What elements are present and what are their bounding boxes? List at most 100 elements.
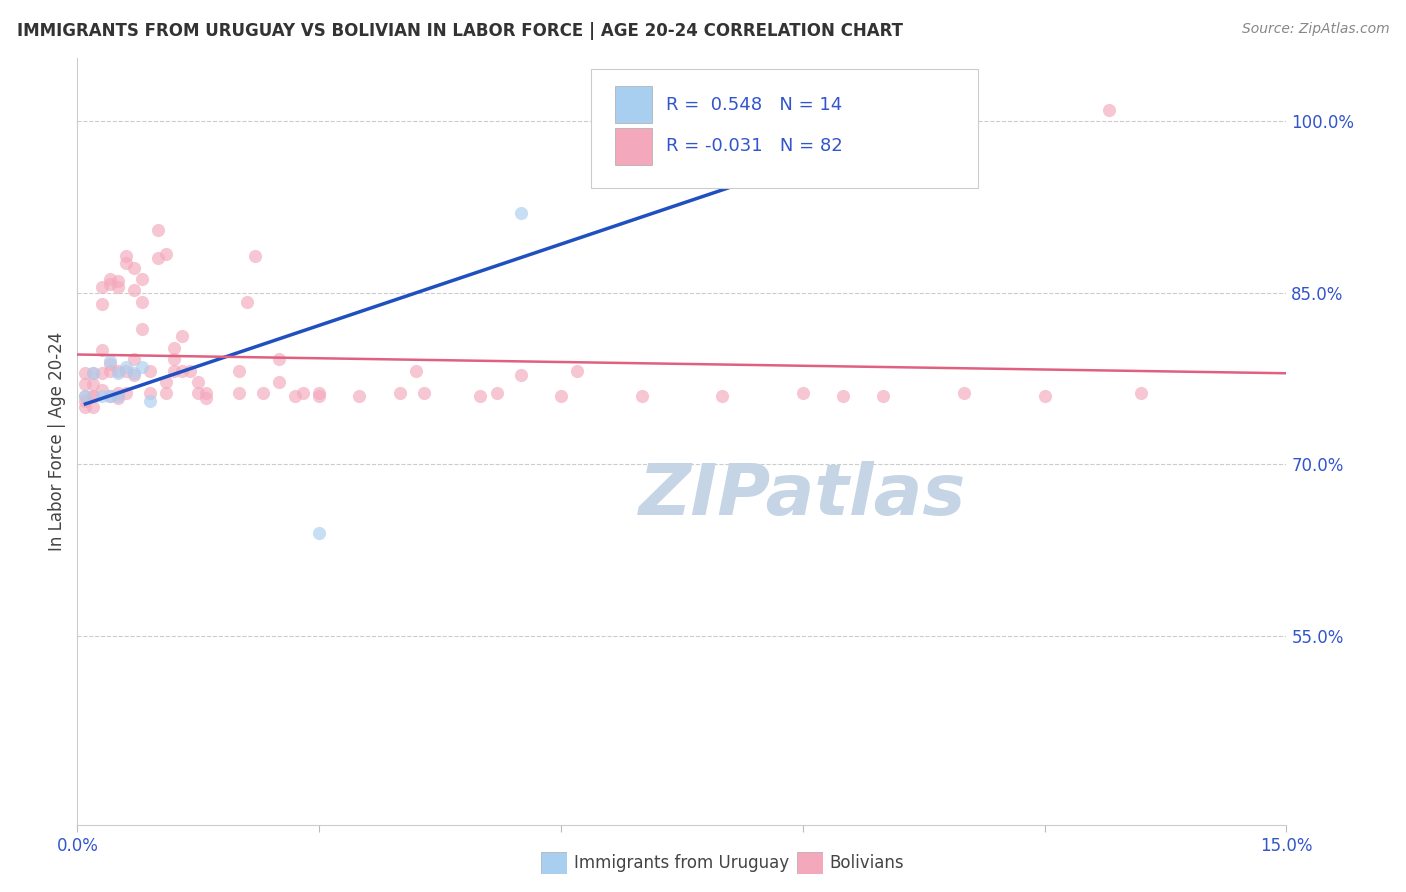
Point xyxy=(146,223,169,237)
Point xyxy=(228,363,250,377)
Point xyxy=(114,386,136,401)
Point xyxy=(98,354,121,368)
Point xyxy=(565,363,588,377)
Point xyxy=(139,386,162,401)
Point xyxy=(235,294,257,309)
Point xyxy=(75,366,97,380)
Point xyxy=(107,280,129,294)
Point xyxy=(114,363,136,377)
Point xyxy=(163,352,186,367)
Point xyxy=(98,357,121,371)
Point xyxy=(228,386,250,401)
Point xyxy=(155,386,177,401)
Point xyxy=(1098,103,1121,117)
Point xyxy=(82,377,104,392)
Point xyxy=(187,375,209,389)
Point xyxy=(509,205,531,219)
Point xyxy=(163,363,186,377)
Point xyxy=(131,322,153,336)
Point xyxy=(146,252,169,266)
Point xyxy=(75,377,97,392)
Point xyxy=(267,352,290,367)
Point xyxy=(470,389,492,403)
Point xyxy=(114,360,136,375)
Point xyxy=(308,386,330,401)
Point xyxy=(413,386,436,401)
Point xyxy=(107,363,129,377)
Point xyxy=(75,394,97,409)
Point xyxy=(252,386,274,401)
Point xyxy=(107,274,129,288)
Point xyxy=(388,386,411,401)
Text: Source: ZipAtlas.com: Source: ZipAtlas.com xyxy=(1241,22,1389,37)
FancyBboxPatch shape xyxy=(616,87,652,123)
Point xyxy=(630,389,652,403)
Point xyxy=(122,352,145,367)
Point xyxy=(98,389,121,403)
Text: R =  0.548   N = 14: R = 0.548 N = 14 xyxy=(666,95,842,114)
FancyBboxPatch shape xyxy=(616,128,652,165)
Point xyxy=(1033,389,1056,403)
Point xyxy=(122,366,145,380)
Point xyxy=(75,389,97,403)
Point xyxy=(90,297,112,311)
Text: Immigrants from Uruguay: Immigrants from Uruguay xyxy=(574,854,789,872)
Point xyxy=(122,368,145,383)
Point xyxy=(243,249,266,263)
Point xyxy=(872,389,894,403)
Point xyxy=(98,272,121,286)
Point xyxy=(832,108,855,122)
Text: Bolivians: Bolivians xyxy=(830,854,904,872)
Point xyxy=(179,363,201,377)
Point xyxy=(107,391,129,405)
Point xyxy=(90,366,112,380)
Point xyxy=(75,389,97,403)
Text: ZIPatlas: ZIPatlas xyxy=(640,461,966,530)
Point xyxy=(107,389,129,403)
Point xyxy=(195,386,218,401)
Point xyxy=(82,366,104,380)
Point xyxy=(107,386,129,401)
Point xyxy=(107,366,129,380)
Point xyxy=(349,389,371,403)
Point xyxy=(308,389,330,403)
Point xyxy=(792,386,814,401)
Point xyxy=(195,391,218,405)
Point xyxy=(1130,386,1153,401)
FancyBboxPatch shape xyxy=(592,70,979,188)
Point xyxy=(122,260,145,275)
Point xyxy=(155,246,177,260)
Point xyxy=(90,280,112,294)
Point xyxy=(90,383,112,397)
Point xyxy=(308,526,330,541)
Point xyxy=(187,386,209,401)
Point xyxy=(292,386,315,401)
Point xyxy=(114,256,136,270)
Point xyxy=(172,363,194,377)
Point xyxy=(405,363,427,377)
Point xyxy=(155,375,177,389)
Point xyxy=(82,366,104,380)
Point xyxy=(284,389,307,403)
Point xyxy=(131,272,153,286)
Point xyxy=(114,249,136,263)
Point xyxy=(122,284,145,298)
Point xyxy=(82,400,104,414)
Point xyxy=(139,363,162,377)
Point xyxy=(163,341,186,355)
Point xyxy=(90,343,112,357)
Point xyxy=(131,294,153,309)
Point xyxy=(139,394,162,409)
Text: IMMIGRANTS FROM URUGUAY VS BOLIVIAN IN LABOR FORCE | AGE 20-24 CORRELATION CHART: IMMIGRANTS FROM URUGUAY VS BOLIVIAN IN L… xyxy=(17,22,903,40)
Point xyxy=(711,389,734,403)
Point xyxy=(98,389,121,403)
Point xyxy=(172,329,194,343)
Point xyxy=(267,375,290,389)
Point xyxy=(485,386,508,401)
Point xyxy=(953,386,976,401)
Point xyxy=(82,389,104,403)
Point xyxy=(98,277,121,291)
Point xyxy=(509,368,531,383)
Point xyxy=(98,363,121,377)
Point xyxy=(82,389,104,403)
